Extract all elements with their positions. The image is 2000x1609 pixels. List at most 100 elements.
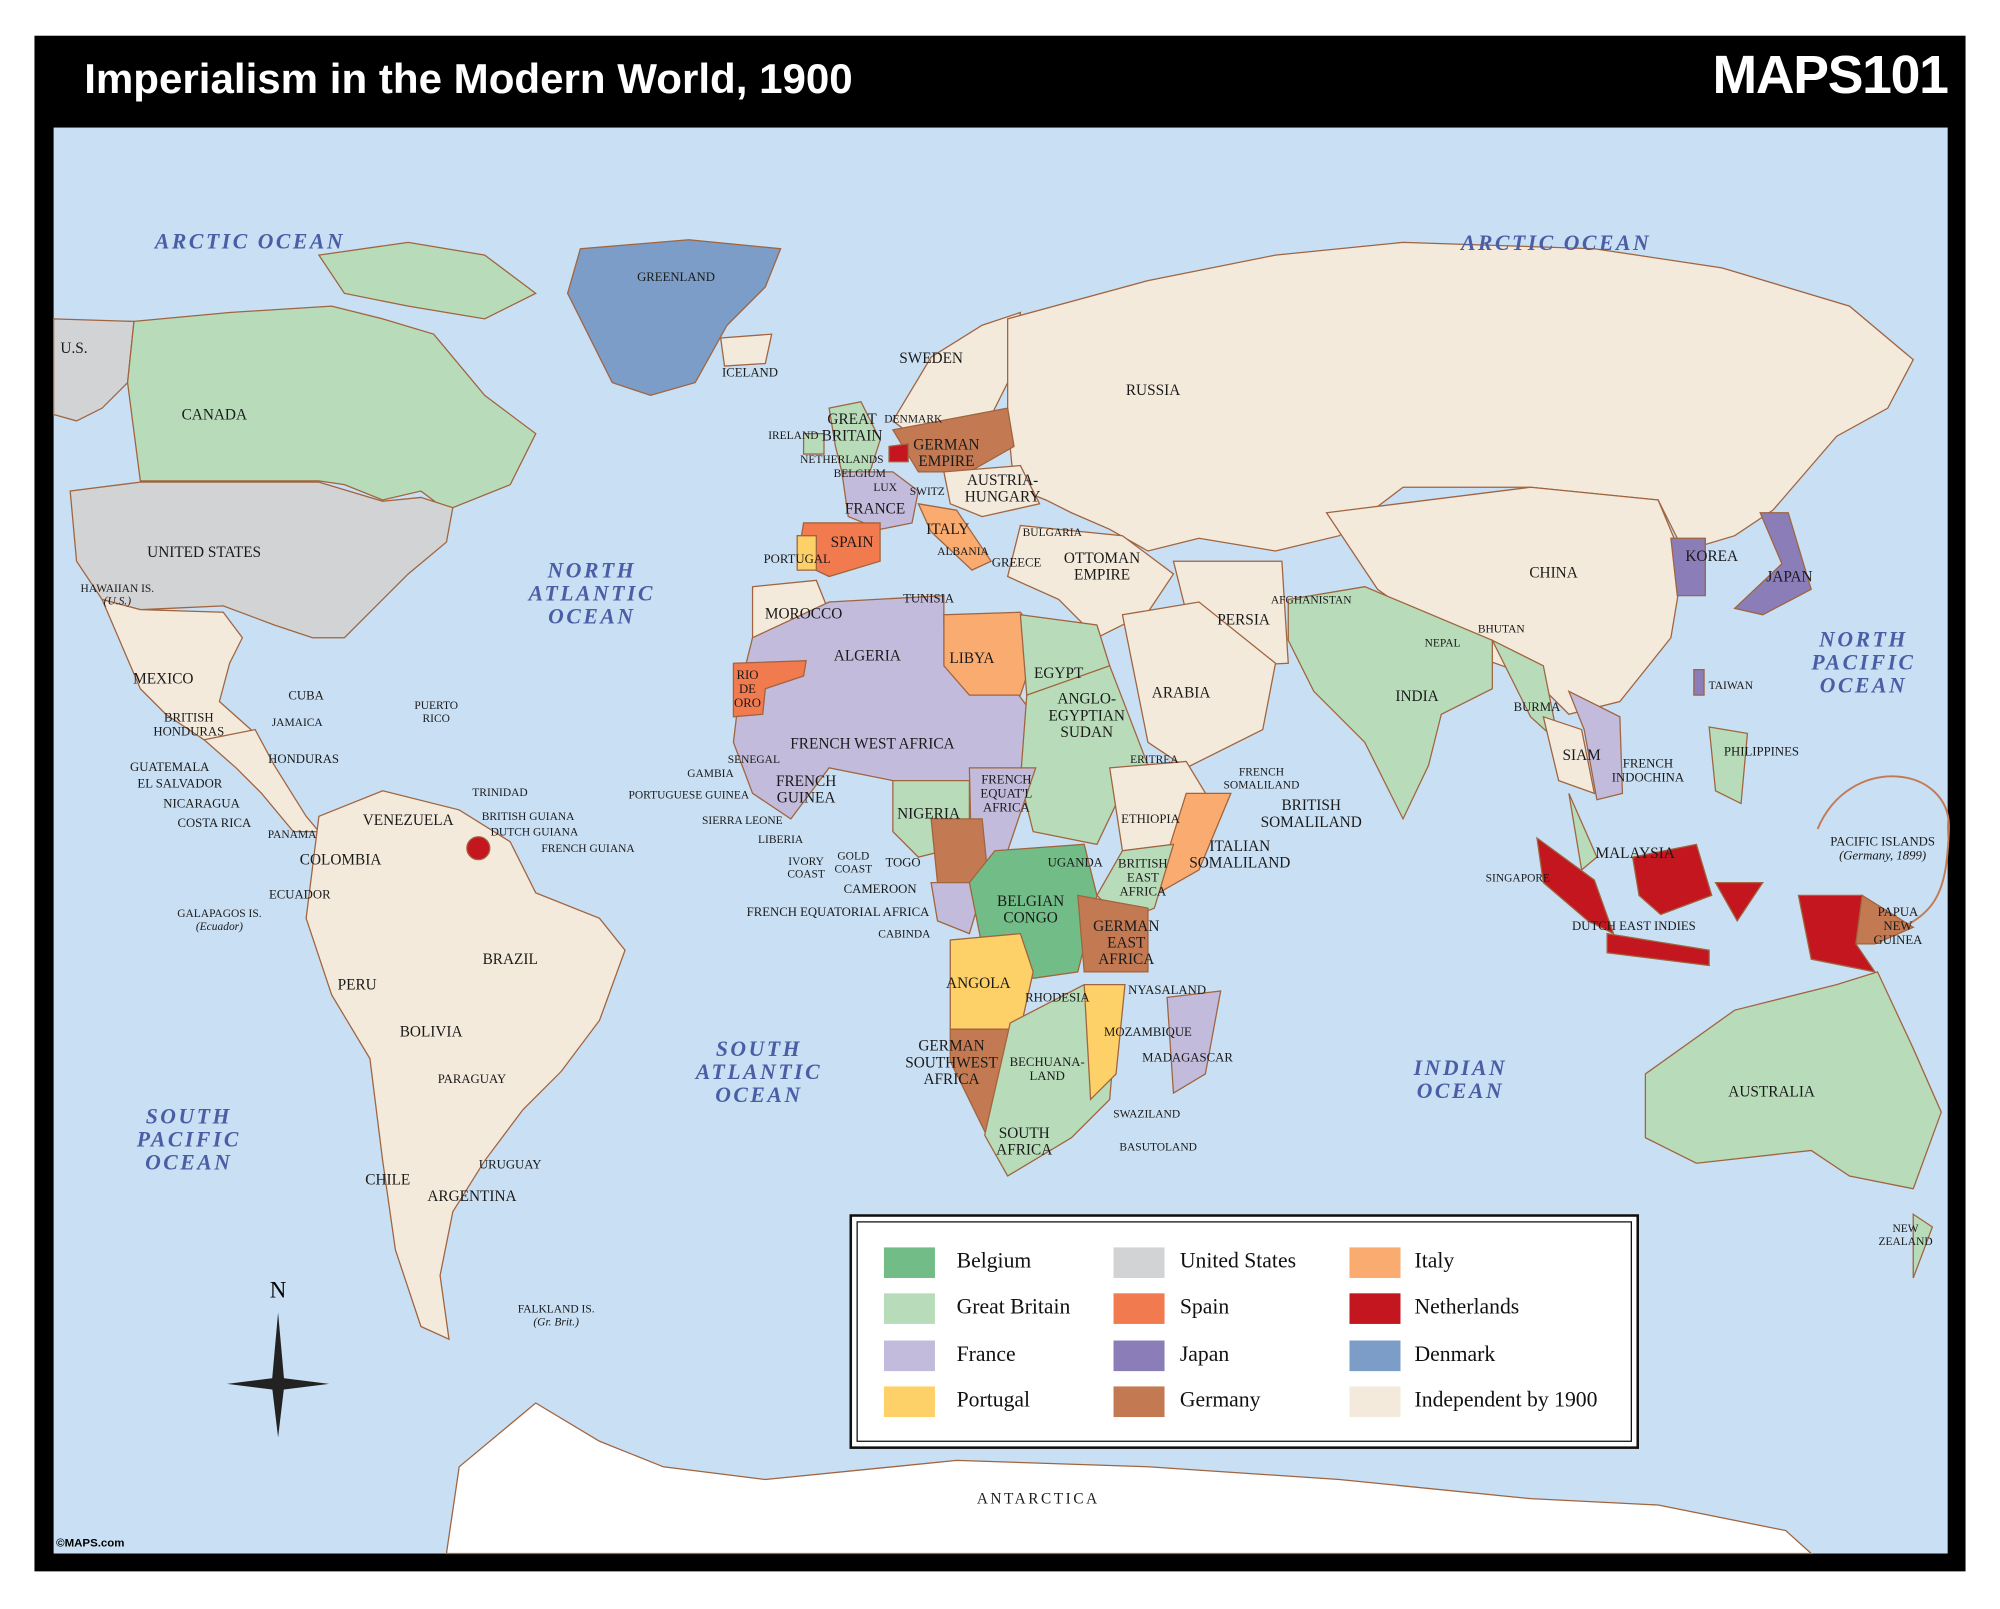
place-label: LIBYA [949,650,994,667]
territory [305,790,626,1341]
territory [943,611,1041,696]
place-label: (U.S.) [104,596,132,608]
place-label: SOUTH [999,1125,1050,1142]
legend-swatch [883,1247,935,1279]
place-label: PERU [338,976,377,993]
territory [1006,524,1175,639]
place-label: PERSIA [1217,612,1270,629]
territory [719,333,773,367]
place-label: AFRICA [983,801,1031,815]
labels: ARCTIC OCEAN ARCTIC OCEANNORTHATLANTICOCE… [56,230,1935,1550]
ocean-label: ATLANTIC [527,582,655,606]
place-label: NYASALAND [1128,983,1206,997]
territory [1007,241,1915,552]
territory [841,471,920,530]
place-label: IRELAND [768,430,818,442]
place-label: MOROCCO [765,605,842,622]
place-label: UNITED STATES [147,544,261,561]
legend-swatch [1349,1293,1401,1324]
place-label: AUSTRALIA [1728,1084,1815,1101]
place-label: GUATEMALA [130,760,210,774]
legend-label: Denmark [1415,1342,1496,1366]
place-label: SOMALILAND [1261,814,1362,831]
legend-swatch [883,1386,935,1418]
territory [1568,793,1598,872]
territory [949,932,1034,1030]
legend-swatch [883,1340,935,1372]
place-label: NEW [1893,1223,1919,1235]
place-label: URUGUAY [479,1158,542,1172]
place-label: GAMBIA [687,768,734,780]
place-label: FALKLAND IS. [518,1304,595,1316]
place-label: EAST [1127,871,1159,885]
place-label: HAWAIIAN IS. [81,583,155,595]
place-label: ETHIOPIA [1121,812,1181,826]
territory [1287,586,1493,821]
place-label: PARAGUAY [438,1072,507,1086]
place-label: GALAPAGOS IS. [177,908,261,920]
place-label: FRENCH [1239,767,1284,779]
ocean-label: ATLANTIC [694,1060,822,1084]
place-label: CABINDA [878,929,931,941]
place-label: GREENLAND [637,270,715,284]
place-label: SOUTHWEST [905,1054,998,1071]
place-label: CONGO [1003,909,1057,926]
territory [1166,990,1222,1095]
legend-label: Belgium [957,1249,1032,1273]
place-label: BELGIAN [997,893,1064,910]
place-label: NEPAL [1425,638,1461,650]
place-label: FRENCH [981,773,1031,787]
territory [1606,932,1710,967]
territory [466,836,491,861]
place-label: VENEZUELA [363,812,454,829]
place-label: GERMAN [918,1038,984,1055]
ocean-label: NORTH [1818,628,1908,652]
land [52,239,1950,1555]
territory [126,305,537,511]
territory [1693,668,1705,696]
place-label: GREECE [992,556,1042,570]
place-label: BRITISH GUIANA [482,811,575,823]
legend-swatch [1349,1340,1401,1372]
territory [732,660,807,718]
place-label: LAND [1029,1069,1064,1083]
territory [445,1402,1813,1555]
place-label: LUX [873,482,897,494]
legend-label: Independent by 1900 [1415,1388,1598,1412]
place-label: TAIWAN [1709,680,1754,692]
ocean-label: SOUTH [716,1037,802,1061]
place-label: PAPUA [1878,905,1919,919]
legend-label: Italy [1415,1249,1455,1273]
place-label: ANGLO- [1057,691,1116,708]
place-label: CANADA [182,406,247,423]
place-label: EMPIRE [1074,566,1130,583]
ocean-label: OCEAN [145,1150,232,1174]
ocean-label: SOUTH [146,1105,232,1129]
territory [1542,715,1596,795]
place-label: BRITISH [164,711,214,725]
territory [1077,894,1149,973]
legend-swatch [1349,1386,1401,1418]
territory [317,241,537,320]
place-label: FRANCE [845,501,905,518]
territory [1733,512,1812,616]
place-label: AFRICA [1098,951,1154,968]
antarctica-label: ANTARCTICA [977,1490,1100,1507]
territory [1536,836,1615,935]
place-label: OTTOMAN [1064,550,1140,567]
place-label: ITALIAN [1209,838,1270,855]
place-label: FRENCH [776,773,836,790]
place-label: FRENCH [1623,757,1673,771]
place-label: SWITZ [910,486,945,498]
place-label: DUTCH EAST INDIES [1572,919,1696,933]
territory [1708,726,1749,805]
place-label: (Gr. Brit.) [533,1316,579,1328]
place-label: BECHUANA- [1010,1055,1085,1069]
legend-box [849,1214,1640,1449]
place-label: ARGENTINA [427,1188,516,1205]
place-label: GUINEA [777,790,836,807]
place-label: ANGOLA [946,975,1011,992]
ocean-label: PACIFIC [136,1128,241,1152]
place-label: SIERRA LEONE [702,815,783,827]
